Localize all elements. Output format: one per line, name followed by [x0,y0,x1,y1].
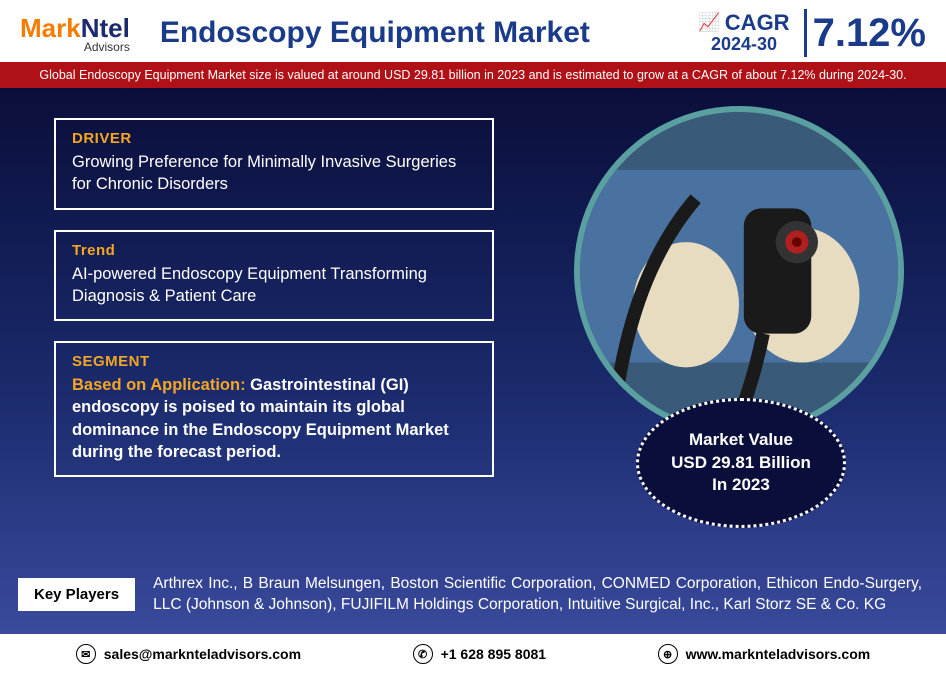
trend-label: Trend [72,242,476,259]
logo-part1: Mark [20,13,81,43]
growth-icon: 📈 [698,12,720,33]
email-text: sales@markntеladvisors.com [104,646,301,662]
header: MarkNtel Advisors Endoscopy Equipment Ma… [0,0,946,62]
segment-prefix: Based on Application: [72,376,246,394]
key-players-text: Arthrex Inc., B Braun Melsungen, Boston … [153,573,922,616]
infographic-container: MarkNtel Advisors Endoscopy Equipment Ma… [0,0,946,674]
web-text: www.marknteladvisors.com [686,646,871,662]
cagr-value: 7.12% [813,11,926,56]
key-players-label: Key Players [18,578,135,611]
footer-email: ✉ sales@markntеladvisors.com [76,644,301,664]
summary-strip: Global Endoscopy Equipment Market size i… [0,62,946,88]
endoscope-illustration [580,112,898,430]
logo: MarkNtel Advisors [20,13,130,54]
bubble-line1: Market Value [689,429,793,452]
email-icon: ✉ [76,644,96,664]
globe-icon: ⊕ [658,644,678,664]
footer: ✉ sales@markntеladvisors.com ✆ +1 628 89… [0,634,946,674]
key-players-row: Key Players Arthrex Inc., B Braun Melsun… [18,573,922,616]
segment-label: SEGMENT [72,353,476,370]
main-body: DRIVER Growing Preference for Minimally … [0,88,946,634]
cagr-block: 📈 CAGR 2024-30 7.12% [698,9,926,57]
page-title: Endoscopy Equipment Market [160,16,699,50]
info-boxes: DRIVER Growing Preference for Minimally … [54,118,494,477]
cagr-left: 📈 CAGR 2024-30 [698,12,789,55]
driver-box: DRIVER Growing Preference for Minimally … [54,118,494,210]
cagr-top-row: 📈 CAGR [698,12,789,34]
footer-phone: ✆ +1 628 895 8081 [413,644,547,664]
cagr-label: CAGR [725,12,790,34]
cagr-divider [804,9,807,57]
segment-box: SEGMENT Based on Application: Gastrointe… [54,341,494,477]
market-value-bubble: Market Value USD 29.81 Billion In 2023 [636,398,846,528]
logo-sub: Advisors [20,40,130,54]
phone-text: +1 628 895 8081 [441,646,547,662]
driver-text: Growing Preference for Minimally Invasiv… [72,151,476,196]
bubble-line2: USD 29.81 Billion [671,452,811,475]
hero-image [574,106,904,436]
driver-label: DRIVER [72,130,476,147]
trend-box: Trend AI-powered Endoscopy Equipment Tra… [54,230,494,322]
trend-text: AI-powered Endoscopy Equipment Transform… [72,263,476,308]
bubble-line3: In 2023 [712,474,770,497]
segment-text: Based on Application: Gastrointestinal (… [72,374,476,463]
cagr-period: 2024-30 [711,34,777,55]
footer-web: ⊕ www.marknteladvisors.com [658,644,871,664]
logo-part2: Ntel [81,13,130,43]
phone-icon: ✆ [413,644,433,664]
